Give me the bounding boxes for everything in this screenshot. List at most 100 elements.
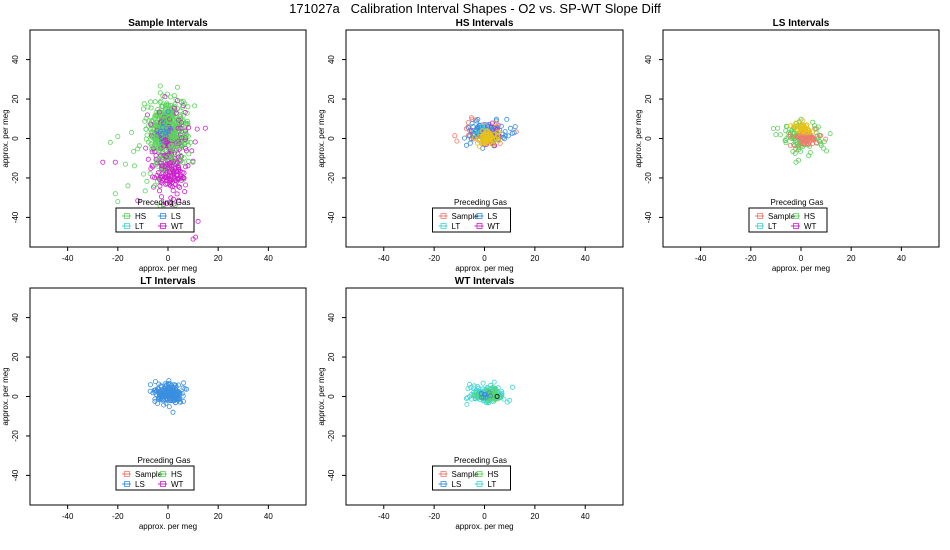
data-point (163, 173, 169, 179)
data-point (176, 117, 182, 123)
data-point (165, 381, 171, 387)
y-tick-label: -20 (11, 172, 20, 184)
data-point (155, 122, 161, 128)
data-point (184, 118, 190, 124)
legend-marker (757, 213, 763, 219)
data-point (175, 382, 181, 388)
data-point (497, 140, 503, 146)
data-point (166, 156, 172, 162)
data-point (156, 381, 162, 387)
data-point (507, 125, 513, 131)
data-point (144, 112, 150, 118)
panel-title: HS Intervals (456, 18, 514, 29)
y-tick-label: -40 (327, 469, 336, 481)
data-point (151, 116, 157, 122)
data-point (175, 106, 181, 112)
panel-title: Sample Intervals (128, 18, 208, 29)
data-point (787, 133, 793, 139)
data-point (167, 135, 173, 141)
legend-box (432, 465, 511, 491)
data-point (152, 121, 158, 127)
data-point (163, 392, 169, 398)
data-point (163, 154, 169, 160)
data-point (493, 387, 499, 393)
legend-title: Preceding Gas (138, 456, 191, 465)
data-point (152, 99, 158, 105)
y-tick-label: 40 (327, 313, 336, 322)
y-tick-label: -20 (644, 172, 653, 184)
data-point (172, 135, 178, 141)
data-point (483, 137, 489, 143)
data-point (169, 143, 175, 149)
data-point (796, 157, 802, 163)
legend-marker (440, 471, 447, 477)
legend-marker (160, 471, 166, 477)
data-point (146, 118, 152, 124)
data-point (504, 116, 510, 122)
data-point (177, 152, 183, 158)
data-point (797, 132, 803, 138)
x-tick-label: 40 (264, 254, 273, 263)
data-point (803, 123, 809, 129)
data-point (461, 135, 467, 141)
legend-label: LT (135, 222, 144, 231)
y-tick-label: -40 (11, 469, 20, 481)
x-tick-label: 20 (214, 512, 223, 521)
x-tick-label: 20 (530, 512, 539, 521)
data-point (185, 163, 191, 169)
data-point (174, 191, 180, 197)
data-point (149, 174, 155, 180)
data-point (155, 396, 161, 402)
data-point (142, 188, 148, 194)
x-tick-label: 20 (214, 254, 223, 263)
data-point (167, 116, 173, 122)
data-point (172, 146, 178, 152)
legend-box (115, 207, 195, 233)
data-point (192, 103, 198, 109)
data-point (158, 98, 164, 104)
y-tick-label: 20 (11, 94, 20, 103)
x-tick-label: 40 (581, 254, 590, 263)
data-point (152, 379, 158, 385)
data-point (182, 128, 188, 134)
data-point (492, 389, 498, 395)
data-point (185, 158, 191, 164)
data-point (157, 160, 163, 166)
data-point (156, 188, 162, 194)
legend-marker (476, 481, 483, 487)
data-point (491, 379, 497, 385)
data-point (112, 159, 118, 165)
data-points (147, 378, 190, 415)
legend-label: WT (171, 480, 184, 489)
x-tick-label: 0 (166, 512, 171, 521)
data-point (152, 389, 158, 395)
data-point (500, 131, 506, 137)
data-point (163, 400, 169, 406)
x-tick-label: 20 (530, 254, 539, 263)
data-point (158, 194, 164, 200)
data-point (183, 148, 189, 154)
data-point (773, 132, 779, 138)
scatter-panel-4: LT Intervals -40 -20 0 20 40 -40 -20 0 20 40 approx… (1, 276, 307, 531)
data-point (168, 146, 174, 152)
data-point (169, 114, 175, 120)
data-point (188, 139, 194, 145)
legend-label: HS (804, 212, 815, 221)
data-point (165, 109, 171, 115)
data-point (810, 119, 816, 125)
y-axis-label: approx. per meg (317, 109, 326, 167)
data-point (174, 172, 180, 178)
data-point (168, 195, 174, 201)
data-point (471, 134, 477, 140)
legend-label: HS (488, 470, 499, 479)
data-point (487, 393, 493, 399)
data-point (184, 133, 190, 139)
data-point (469, 121, 475, 127)
data-point (149, 149, 155, 155)
data-point (793, 125, 799, 131)
data-point (100, 159, 106, 165)
data-point (501, 136, 507, 142)
x-tick-label: 40 (264, 512, 273, 521)
y-axis-label: approx. per meg (317, 367, 326, 425)
data-point (770, 126, 776, 132)
